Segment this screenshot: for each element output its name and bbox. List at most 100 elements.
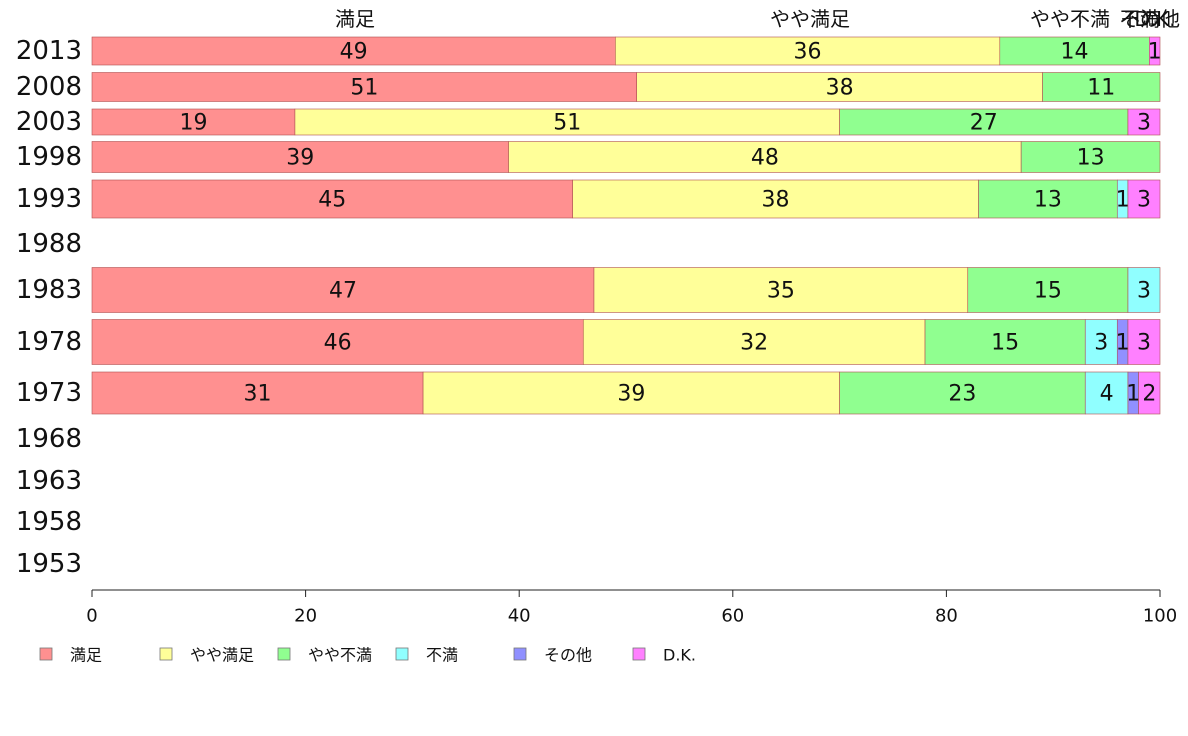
year-label-2008: 2008 [16,72,82,102]
x-tick-label-40: 40 [508,606,531,627]
bar-2008-series-1 [636,72,1043,102]
top-label-5: D.K. [1134,7,1175,31]
legend-label-3: 不満 [426,646,458,665]
year-label-1983: 1983 [16,275,82,305]
top-label-3: 不満 [1120,7,1160,31]
value-label-2003-series-1: 51 [553,111,581,136]
legend-swatch-2 [277,647,291,661]
value-label-2008-series-0: 51 [350,76,378,101]
bar-1998-series-0 [91,141,509,173]
value-label-2008-series-2: 11 [1087,76,1115,101]
x-tick-label-100: 100 [1143,606,1177,627]
top-label-0: 満足 [335,7,375,31]
bar-2008-series-2 [1042,72,1161,102]
legend-swatch-5 [632,647,646,661]
bar-1983-series-0 [91,267,595,313]
bar-1978-series-5 [1127,319,1161,365]
x-tick-label-20: 20 [294,606,317,627]
bar-2008-series-0 [91,72,637,102]
value-label-2003-series-0: 19 [179,111,207,136]
year-label-1963: 1963 [16,466,82,496]
legend-label-0: 満足 [70,646,102,665]
bar-1973-series-2 [839,371,1086,415]
year-label-1978: 1978 [16,327,82,357]
value-label-1983-series-1: 35 [767,279,795,304]
x-tick-label-0: 0 [86,606,97,627]
bar-1978-series-1 [582,319,926,365]
year-label-2003: 2003 [16,107,82,137]
value-label-1973-series-2: 23 [948,382,976,407]
bar-1993-series-0 [91,179,573,219]
bar-1993-series-1 [572,179,979,219]
value-label-1973-series-1: 39 [617,382,645,407]
value-label-1983-series-3: 3 [1137,279,1151,304]
bar-1983-series-1 [593,267,969,313]
bar-1978-series-2 [924,319,1086,365]
value-label-2003-series-5: 3 [1137,111,1151,136]
legend-label-2: やや不満 [308,646,372,665]
year-label-1968: 1968 [16,424,82,454]
year-label-1988: 1988 [16,229,82,259]
year-label-1958: 1958 [16,507,82,537]
year-label-1993: 1993 [16,184,82,214]
legend-swatch-4 [513,647,527,661]
legend-swatch-0 [39,647,53,661]
value-label-1973-series-0: 31 [244,382,272,407]
legend-label-1: やや満足 [190,646,254,665]
value-label-1983-series-0: 47 [329,279,357,304]
bar-1973-series-5 [1138,371,1161,415]
value-label-1993-series-3: 1 [1116,188,1130,213]
value-label-1998-series-2: 13 [1077,146,1105,171]
top-label-1: やや満足 [770,7,850,31]
value-label-2003-series-2: 27 [970,111,998,136]
bar-2013-series-5 [1149,36,1161,66]
bar-1978-series-0 [91,319,584,365]
value-label-2013-series-1: 36 [794,40,822,65]
year-label-1953: 1953 [16,549,82,579]
value-label-1978-series-1: 32 [740,331,768,356]
bar-1973-series-3 [1084,371,1129,415]
bar-1978-series-3 [1084,319,1118,365]
year-labels: 2013 2008 2003 1998 1993 1988 1983 1978 1973 1968… [16,36,82,579]
value-label-1978-series-4: 1 [1116,331,1130,356]
value-label-1998-series-0: 39 [286,146,314,171]
legend-label-4: その他 [544,646,592,665]
value-label-1973-series-4: 1 [1126,382,1140,407]
value-label-1993-series-2: 13 [1034,188,1062,213]
year-label-1998: 1998 [16,142,82,172]
bar-2003-series-1 [294,108,840,136]
bar-2013-series-0 [91,36,616,66]
value-label-2008-series-1: 38 [826,76,854,101]
bar-1973-series-0 [91,371,424,415]
bar-1993-series-5 [1127,179,1161,219]
bar-1998-series-1 [508,141,1022,173]
value-label-1973-series-3: 4 [1100,382,1114,407]
value-label-1978-series-0: 46 [324,331,352,356]
year-label-2013: 2013 [16,36,82,66]
value-label-1978-series-3: 3 [1094,331,1108,356]
value-label-1993-series-0: 45 [318,188,346,213]
value-label-1998-series-1: 48 [751,146,779,171]
bar-2003-series-5 [1127,108,1161,136]
x-axis: 0 20 40 60 80 100 [86,589,1177,627]
top-label-4: その他 [1120,7,1180,31]
bar-2003-series-0 [91,108,296,136]
value-label-1983-series-2: 15 [1034,279,1062,304]
bar-1998-series-2 [1020,141,1161,173]
top-label-2: やや不満 [1030,7,1110,31]
legend-swatch-1 [159,647,173,661]
legend-swatch-3 [395,647,409,661]
legend: 満足 やや満足 やや不満 不満 その他 D.K. [39,646,696,665]
x-tick-label-80: 80 [935,606,958,627]
value-label-1993-series-1: 38 [762,188,790,213]
bar-1993-series-2 [978,179,1118,219]
year-label-1973: 1973 [16,378,82,408]
bar-1983-series-2 [967,267,1129,313]
value-label-1978-series-2: 15 [991,331,1019,356]
value-label-2013-series-2: 14 [1061,40,1089,65]
value-label-2013-series-0: 49 [340,40,368,65]
bar-1983-series-3 [1127,267,1161,313]
x-tick-label-60: 60 [721,606,744,627]
